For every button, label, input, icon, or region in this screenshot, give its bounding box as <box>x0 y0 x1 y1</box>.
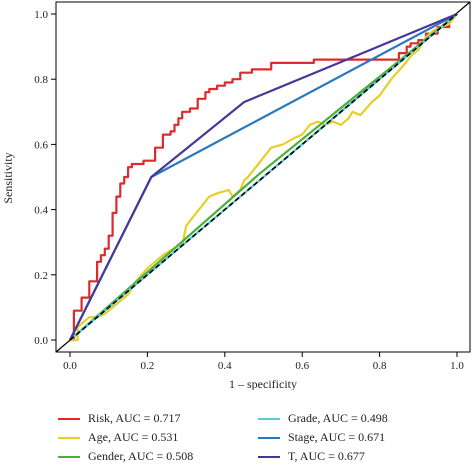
series-line-2 <box>69 13 458 341</box>
legend-swatch <box>258 455 280 458</box>
plot-border <box>55 1 471 353</box>
x-axis: 0.0 0.2 0.4 0.6 0.8 1.0 <box>63 352 464 372</box>
legend-item: Gender, AUC = 0.508 <box>58 449 193 464</box>
legend-item: Age, AUC = 0.531 <box>58 430 178 445</box>
series-lines <box>69 12 458 342</box>
reference-diagonal <box>69 13 458 341</box>
y-tick-label: 0.6 <box>34 139 48 151</box>
series-line-0 <box>70 13 458 342</box>
legend-label: Grade, AUC = 0.498 <box>288 411 388 425</box>
legend-label: T, AUC = 0.677 <box>288 449 365 463</box>
legend-swatch <box>258 417 280 420</box>
legend-item: Grade, AUC = 0.498 <box>258 411 388 426</box>
legend-swatch <box>258 436 280 439</box>
x-tick-label: 0.2 <box>141 360 155 372</box>
legend-item: Risk, AUC = 0.717 <box>58 411 180 426</box>
legend-swatch <box>58 436 80 439</box>
roc-chart: 0.0 0.2 0.4 0.6 0.8 1.0 0.0 0.2 0.4 0.6 0.8 1.0 1 … <box>1 1 471 390</box>
y-tick-label: 0.0 <box>34 335 48 347</box>
y-tick-label: 1.0 <box>34 9 48 21</box>
series-line-5 <box>69 12 458 341</box>
x-tick-label: 0.0 <box>63 360 77 372</box>
x-tick-label: 0.8 <box>373 360 387 372</box>
legend-label: Gender, AUC = 0.508 <box>88 449 194 463</box>
plot-frame <box>55 1 471 353</box>
y-axis-label: Sensitivity <box>1 152 15 203</box>
legend-label: Stage, AUC = 0.671 <box>288 430 386 444</box>
y-tick-label: 0.4 <box>34 205 48 217</box>
legend-swatch <box>58 417 80 420</box>
x-tick-label: 1.0 <box>450 360 464 372</box>
legend-item: T, AUC = 0.677 <box>258 449 365 464</box>
legend-item: Stage, AUC = 0.671 <box>258 430 385 445</box>
y-tick-label: 0.2 <box>34 270 48 282</box>
legend-swatch <box>58 455 80 458</box>
legend-label: Risk, AUC = 0.717 <box>88 411 181 425</box>
x-axis-label: 1 – specificity <box>229 377 297 390</box>
legend-label: Age, AUC = 0.531 <box>88 430 179 444</box>
series-line-1 <box>70 13 458 342</box>
y-tick-label: 0.8 <box>34 74 48 86</box>
x-tick-label: 0.4 <box>218 360 232 372</box>
y-axis: 0.0 0.2 0.4 0.6 0.8 1.0 <box>34 9 56 347</box>
x-tick-label: 0.6 <box>295 360 309 372</box>
